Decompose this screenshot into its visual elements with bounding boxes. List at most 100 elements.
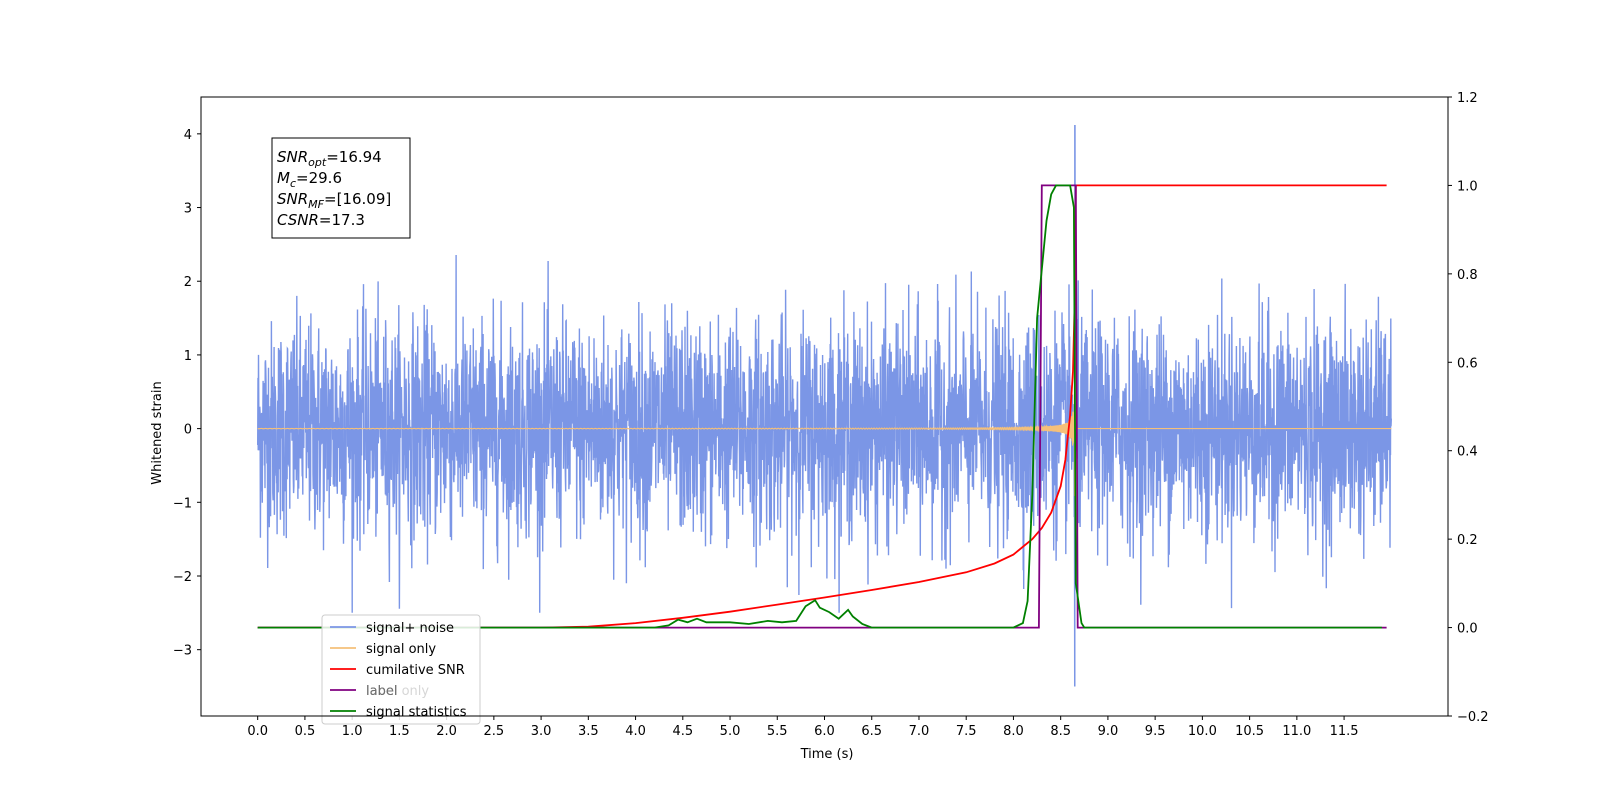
- legend: signal+ noise signal only cumilative SNR la…: [321, 614, 481, 725]
- y-tick-right-label: 0.6: [1457, 356, 1478, 371]
- series-signal-noise-line: [257, 124, 1392, 687]
- y-tick-left: 0: [184, 423, 201, 438]
- y-axis-right: −0.2 0.0 0.2 0.4 0.6 0.8 1.0 1.2: [1448, 91, 1489, 725]
- x-tick-label: 5.0: [720, 724, 741, 739]
- y-tick-right-label: 0.4: [1457, 445, 1478, 460]
- y-tick-right: 0.8: [1448, 268, 1478, 283]
- y-tick-left-label: −3: [173, 644, 192, 659]
- y-tick-right: 0.0: [1448, 622, 1478, 637]
- annotation-line: Mc=29.6: [277, 169, 342, 190]
- y-tick-left: 3: [184, 202, 201, 217]
- legend-item: signal only: [330, 642, 436, 657]
- y-tick-right-label: 1.2: [1457, 91, 1478, 106]
- x-tick-label: 0.0: [247, 724, 268, 739]
- x-axis-title: Time (s): [800, 747, 854, 762]
- x-tick: 7.0: [909, 716, 930, 739]
- annotation-line: SNRopt=16.94: [277, 148, 382, 169]
- annotation-frame: [271, 137, 411, 239]
- x-tick-label: 4.0: [625, 724, 646, 739]
- x-tick-label: 1.0: [342, 724, 363, 739]
- x-tick-label: 11.5: [1330, 724, 1359, 739]
- x-tick-label: 10.5: [1235, 724, 1264, 739]
- y-tick-left: −1: [173, 496, 201, 511]
- y-tick-left-label: 4: [184, 128, 192, 143]
- x-tick: 2.5: [484, 716, 505, 739]
- x-tick: 7.5: [956, 716, 977, 739]
- legend-label: label: [366, 684, 397, 699]
- y-axis-title: Whitened strain: [150, 381, 165, 484]
- y-tick-left: 2: [184, 275, 201, 290]
- series-signal-statistics-line: [257, 184, 1382, 629]
- x-tick: 3.0: [531, 716, 552, 739]
- x-tick-label: 2.0: [436, 724, 457, 739]
- x-tick: 5.5: [767, 716, 788, 739]
- x-tick: 0.5: [295, 716, 316, 739]
- y-tick-right: 1.2: [1448, 91, 1478, 106]
- y-tick-left: −2: [173, 570, 201, 585]
- legend-label: signal statistics: [366, 705, 467, 720]
- x-tick-label: 5.5: [767, 724, 788, 739]
- x-tick: 4.5: [672, 716, 693, 739]
- x-tick-label: 4.5: [672, 724, 693, 739]
- x-axis: 0.0 0.5 1.0 1.5 2.0 2.5 3.0 3.5 4.0 4.5 5.0 5.5 6.0 6…: [247, 716, 1359, 739]
- x-tick: 11.0: [1282, 716, 1311, 739]
- legend-item: label: [330, 684, 397, 699]
- y-tick-left-label: 1: [184, 349, 192, 364]
- x-tick-label: 3.5: [578, 724, 599, 739]
- x-tick-label: 8.0: [1003, 724, 1024, 739]
- x-tick-label: 6.5: [861, 724, 882, 739]
- x-tick: 4.0: [625, 716, 646, 739]
- x-tick: 8.0: [1003, 716, 1024, 739]
- x-tick: 6.0: [814, 716, 835, 739]
- y-tick-left-label: 0: [184, 423, 192, 438]
- annotation-line: CSNR=17.3: [277, 211, 365, 229]
- x-tick-label: 7.5: [956, 724, 977, 739]
- y-tick-right-label: 0.0: [1457, 622, 1478, 637]
- x-tick: 9.5: [1145, 716, 1166, 739]
- y-tick-left: 4: [184, 128, 201, 143]
- x-tick-label: 3.0: [531, 724, 552, 739]
- y-tick-left: −3: [173, 644, 201, 659]
- y-tick-left-label: 3: [184, 202, 192, 217]
- plot-area: [257, 124, 1392, 687]
- legend-label: signal only: [366, 642, 436, 657]
- y-tick-left: 1: [184, 349, 201, 364]
- x-tick: 3.5: [578, 716, 599, 739]
- series-cumilative-snr-line: [257, 184, 1387, 629]
- y-tick-right: 1.0: [1448, 179, 1478, 194]
- x-tick-label: 11.0: [1282, 724, 1311, 739]
- x-tick: 6.5: [861, 716, 882, 739]
- x-tick-label: 10.0: [1188, 724, 1217, 739]
- x-tick-label: 9.5: [1145, 724, 1166, 739]
- legend-ghost-text: label only: [366, 684, 429, 699]
- x-tick-label: 2.5: [484, 724, 505, 739]
- x-tick-label: 8.5: [1050, 724, 1071, 739]
- x-tick: 9.0: [1098, 716, 1119, 739]
- y-tick-right-label: 0.8: [1457, 268, 1478, 283]
- x-tick-label: 0.5: [295, 724, 316, 739]
- y-tick-left-label: −1: [173, 496, 192, 511]
- annotation-line: SNRMF=[16.09]: [277, 190, 391, 211]
- y-tick-right: 0.2: [1448, 533, 1478, 548]
- y-tick-right-label: 1.0: [1457, 179, 1478, 194]
- y-axis-left: −3 −2 −1 0 1 2 3 4: [173, 128, 201, 659]
- series-signal-only-line: [257, 338, 1392, 497]
- x-tick-label: 7.0: [909, 724, 930, 739]
- x-tick-label: 1.5: [389, 724, 410, 739]
- x-tick: 10.0: [1188, 716, 1217, 739]
- legend-item: signal+ noise: [330, 621, 454, 636]
- y-tick-right-label: −0.2: [1457, 710, 1489, 725]
- x-tick: 8.5: [1050, 716, 1071, 739]
- x-tick: 0.0: [247, 716, 268, 739]
- y-tick-left-label: 2: [184, 275, 192, 290]
- y-tick-right: 0.6: [1448, 356, 1478, 371]
- x-tick: 5.0: [720, 716, 741, 739]
- y-tick-right: −0.2: [1448, 710, 1489, 725]
- x-tick: 10.5: [1235, 716, 1264, 739]
- legend-label: signal+ noise: [366, 621, 454, 636]
- legend-item: cumilative SNR: [330, 663, 465, 678]
- y-tick-right: 0.4: [1448, 445, 1478, 460]
- plot-frame: [200, 96, 1449, 717]
- x-tick-label: 9.0: [1098, 724, 1119, 739]
